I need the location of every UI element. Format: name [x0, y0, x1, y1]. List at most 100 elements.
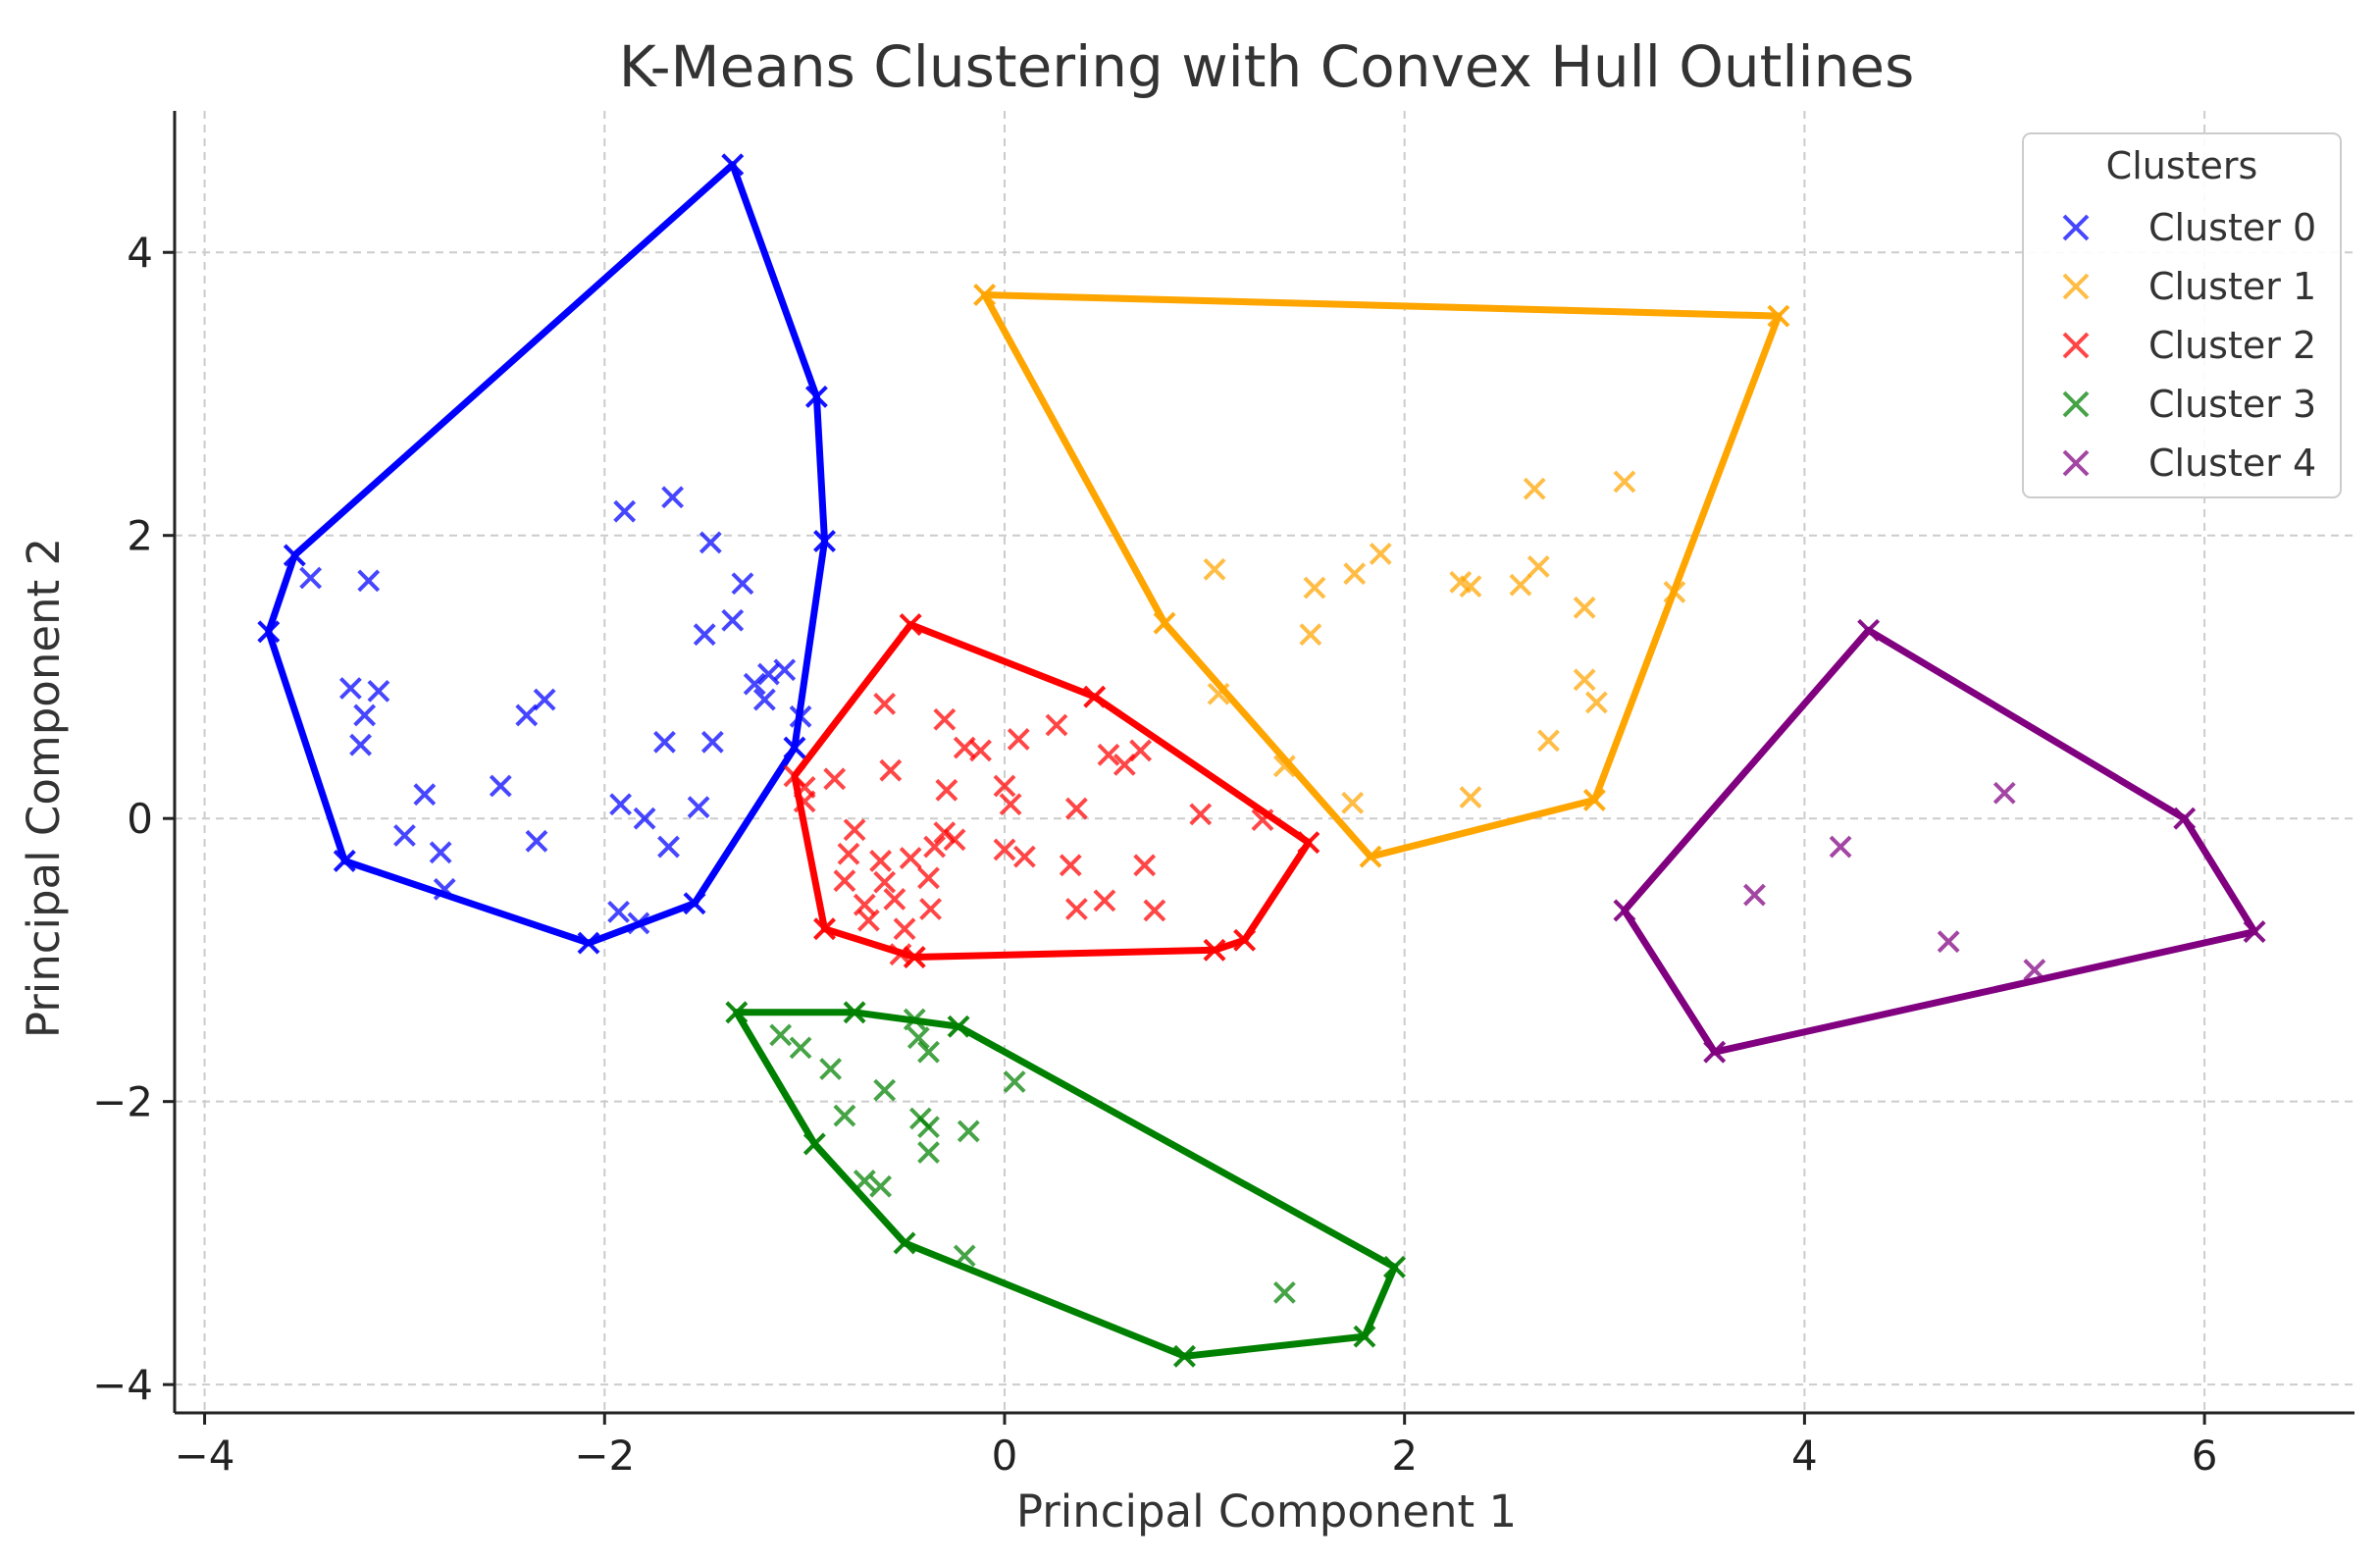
point-cluster-0	[731, 572, 754, 596]
legend-marker-icon	[2062, 214, 2090, 241]
point-cluster-2	[903, 946, 926, 968]
point-cluster-2	[1203, 938, 1226, 962]
point-cluster-2	[899, 847, 922, 869]
chart-title: K-Means Clustering with Convex Hull Outl…	[619, 33, 1915, 100]
point-cluster-2	[1297, 831, 1320, 855]
point-cluster-1	[1299, 623, 1322, 647]
point-cluster-0	[613, 499, 637, 523]
point-cluster-2	[1007, 728, 1030, 751]
point-cluster-0	[533, 688, 556, 711]
point-cluster-2	[879, 758, 903, 782]
point-cluster-3	[802, 1132, 826, 1156]
point-cluster-2	[783, 764, 806, 788]
point-cluster-2	[833, 869, 856, 893]
point-cluster-0	[283, 544, 306, 567]
hull-cluster-2	[791, 621, 1313, 961]
point-cluster-2	[893, 917, 916, 941]
legend-box	[2022, 132, 2342, 498]
point-cluster-2	[993, 774, 1016, 798]
point-cluster-1	[1303, 576, 1326, 599]
point-cluster-1	[1272, 755, 1296, 778]
point-cluster-2	[837, 842, 860, 865]
point-cluster-2	[899, 613, 922, 637]
point-cluster-2	[933, 707, 957, 731]
point-cluster-1	[1526, 555, 1550, 578]
point-cluster-4	[1992, 781, 2016, 805]
point-cluster-3	[769, 1023, 793, 1047]
legend-label: Cluster 4	[2148, 442, 2316, 485]
point-cluster-2	[813, 917, 836, 941]
point-cluster-1	[1767, 304, 1790, 328]
point-cluster-3	[947, 1015, 970, 1038]
point-cluster-2	[923, 835, 947, 859]
point-cluster-0	[721, 153, 745, 177]
x-tick-label: −2	[574, 1432, 635, 1480]
point-cluster-0	[698, 531, 722, 554]
point-cluster-3	[917, 1040, 940, 1064]
point-cluster-0	[721, 608, 745, 632]
point-cluster-2	[843, 818, 866, 842]
point-cluster-2	[823, 767, 847, 791]
point-cluster-2	[933, 821, 957, 845]
x-tick-label: 2	[1391, 1432, 1418, 1480]
point-cluster-4	[1829, 835, 1852, 859]
point-cluster-1	[1343, 562, 1367, 586]
point-cluster-0	[433, 877, 456, 901]
point-cluster-2	[1012, 845, 1036, 868]
legend-marker-icon	[2062, 391, 2090, 418]
point-cluster-0	[299, 566, 323, 590]
point-cluster-1	[1359, 845, 1382, 868]
y-tick-label: −2	[92, 1078, 153, 1126]
point-cluster-0	[515, 703, 539, 727]
point-cluster-3	[873, 1078, 897, 1102]
x-tick-label: −4	[175, 1432, 235, 1480]
legend-marker-icon	[2062, 273, 2090, 300]
point-cluster-1	[1582, 789, 1606, 811]
point-cluster-0	[338, 677, 362, 700]
point-cluster-0	[804, 385, 828, 408]
point-cluster-4	[1743, 883, 1766, 907]
point-cluster-2	[969, 739, 992, 762]
point-cluster-1	[1509, 573, 1532, 597]
point-cluster-3	[906, 1026, 930, 1050]
point-cluster-3	[853, 1170, 876, 1192]
point-cluster-2	[917, 866, 940, 890]
point-cluster-0	[353, 703, 377, 727]
point-cluster-4	[2173, 807, 2197, 830]
point-cluster-1	[1207, 682, 1230, 705]
legend-entry-3: Cluster 3	[2062, 383, 2316, 426]
point-cluster-4	[1613, 899, 1636, 922]
point-cluster-0	[783, 736, 806, 759]
legend-entry-2: Cluster 2	[2062, 324, 2316, 367]
point-cluster-2	[873, 692, 897, 715]
point-cluster-3	[1353, 1325, 1376, 1348]
point-cluster-2	[935, 778, 958, 802]
point-cluster-0	[687, 796, 710, 819]
point-cluster-1	[1584, 691, 1608, 714]
point-cluster-2	[1251, 808, 1274, 832]
point-cluster-1	[1663, 580, 1686, 603]
point-cluster-2	[1143, 899, 1166, 922]
point-cluster-0	[413, 783, 437, 807]
point-cluster-2	[943, 828, 966, 852]
point-cluster-0	[607, 900, 630, 923]
point-cluster-0	[357, 569, 381, 593]
point-cluster-2	[1045, 713, 1068, 737]
point-cluster-4	[1857, 618, 1881, 642]
legend-entry-1: Cluster 1	[2062, 265, 2316, 308]
point-cluster-2	[1097, 743, 1120, 766]
point-cluster-1	[1613, 470, 1636, 494]
point-cluster-0	[525, 829, 548, 853]
point-cluster-0	[577, 931, 600, 955]
point-cluster-0	[757, 662, 780, 686]
point-cluster-3	[1383, 1256, 1406, 1278]
x-axis-label: Principal Component 1	[1016, 1485, 1517, 1537]
point-cluster-0	[773, 658, 797, 682]
point-cluster-0	[349, 733, 372, 756]
point-cluster-3	[869, 1174, 893, 1198]
point-cluster-3	[725, 1001, 749, 1024]
y-tick-label: −4	[92, 1361, 153, 1409]
legend-label: Cluster 2	[2148, 324, 2316, 367]
